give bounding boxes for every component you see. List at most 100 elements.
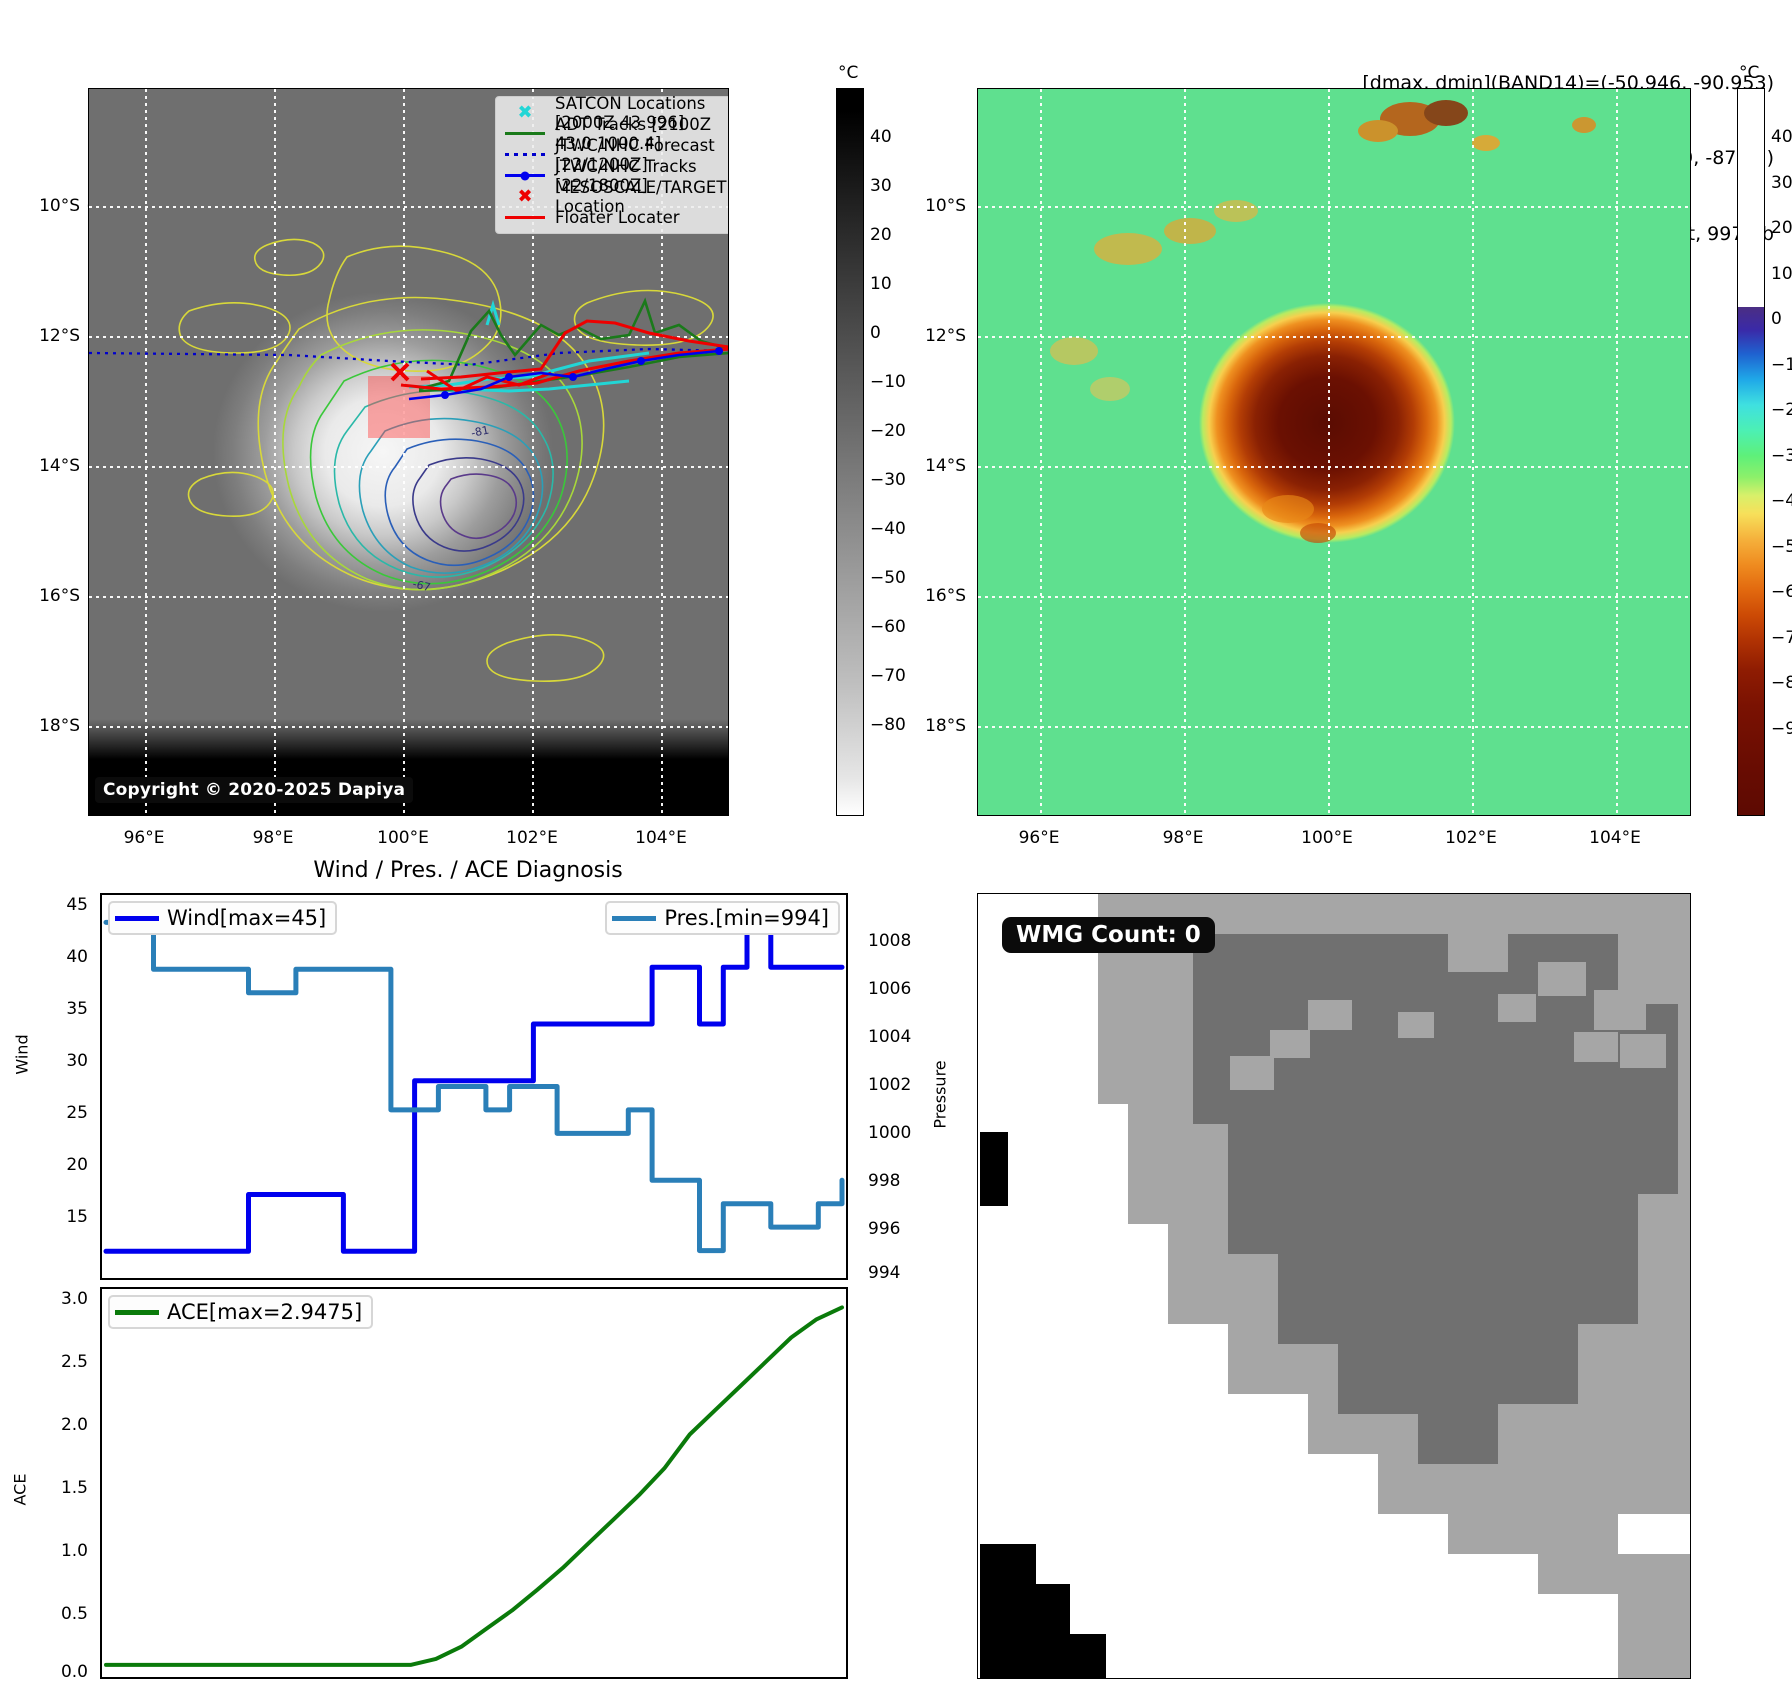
ir-colorbar-tick: −70: [870, 666, 906, 686]
ir-gridline-lat: [89, 726, 728, 728]
wind-y-tick: 15: [66, 1207, 88, 1227]
ace-y-tick: 1.5: [60, 1478, 88, 1498]
awv-colorbar[interactable]: [1737, 88, 1765, 816]
awv-satellite-panel[interactable]: [977, 88, 1691, 816]
legend-item-adt[interactable]: ADT Tracks [2100Z 43.0 1000.4]: [502, 115, 726, 153]
ace-legend-label: ACE[max=2.9475]: [167, 1300, 363, 1324]
ir-colorbar[interactable]: [836, 88, 864, 816]
awv-gridline-lat: [978, 466, 1690, 468]
adt-line-icon: [502, 132, 548, 135]
svg-text:-67: -67: [411, 577, 432, 594]
forecast-dotted-icon: [502, 153, 548, 156]
awv-colorbar-tick: −10: [1771, 355, 1792, 375]
ir-colorbar-tick: 0: [870, 323, 881, 343]
ir-lat-tick: 18°S: [39, 716, 80, 736]
awv-imagery: [978, 89, 1690, 815]
ir-colorbar-tick: −10: [870, 372, 906, 392]
pressure-y-tick: 994: [868, 1263, 901, 1283]
mesoscale-x-icon: ✖: [517, 185, 533, 207]
diagnosis-title: Wind / Pres. / ACE Diagnosis: [313, 858, 623, 883]
ir-colorbar-tick: −50: [870, 568, 906, 588]
ace-chart[interactable]: ACE[max=2.9475]: [100, 1287, 848, 1679]
wind-y-tick: 20: [66, 1155, 88, 1175]
awv-colorbar-tick: −60: [1771, 582, 1792, 602]
awv-lon-tick: 104°E: [1589, 828, 1641, 848]
awv-colorbar-tick: 30: [1771, 173, 1792, 193]
awv-gridline-lat: [978, 596, 1690, 598]
ir-gridline-lon: [661, 89, 663, 815]
ir-gridline-lat: [89, 336, 728, 338]
ir-colorbar-tick: −20: [870, 421, 906, 441]
pressure-y-tick: 1004: [868, 1027, 912, 1047]
legend-label: JTWC/NHC Forecast [22/1200Z]: [555, 135, 715, 174]
ir-colorbar-tick: −40: [870, 519, 906, 539]
tracks-line-dot-icon: [502, 174, 548, 177]
ir-lon-tick: 102°E: [506, 828, 558, 848]
ir-lon-tick: 96°E: [123, 828, 165, 848]
ir-gridline-lon: [403, 89, 405, 815]
awv-colorbar-tick: −50: [1771, 537, 1792, 557]
awv-lat-tick: 14°S: [925, 456, 966, 476]
ir-lat-tick: 16°S: [39, 586, 80, 606]
awv-lon-tick: 102°E: [1445, 828, 1497, 848]
ace-plot: [104, 1305, 844, 1667]
awv-lat-tick: 12°S: [925, 326, 966, 346]
ir-colorbar-tick: 30: [870, 176, 892, 196]
wind-legend[interactable]: Wind[max=45]: [108, 901, 338, 935]
wind-y-tick: 35: [66, 999, 88, 1019]
awv-gridline-lon: [1616, 89, 1618, 815]
wind-pressure-plot: [103, 907, 845, 1254]
ace-y-tick: 0.0: [60, 1662, 88, 1682]
legend-label: MESOSCALE/TARGET Location: [555, 177, 727, 216]
wind-y-tick: 30: [66, 1051, 88, 1071]
ace-legend[interactable]: ACE[max=2.9475]: [108, 1295, 374, 1329]
ir-colorbar-tick: 10: [870, 274, 892, 294]
copyright-badge: Copyright © 2020-2025 Dapiya: [95, 777, 414, 803]
ace-y-tick: 3.0: [60, 1289, 88, 1309]
pressure-y-tick: 1000: [868, 1123, 912, 1143]
awv-colorbar-tick: 20: [1771, 218, 1792, 238]
legend-item-tracks[interactable]: JTWC/NHC Tracks [22/1800Z]: [502, 157, 726, 195]
ir-colorbar-tick: 20: [870, 225, 892, 245]
ir-legend[interactable]: ✖ SATCON Locations [2000Z 43 996] ADT Tr…: [495, 94, 728, 234]
ir-lon-tick: 104°E: [635, 828, 687, 848]
wind-y-tick: 45: [66, 895, 88, 915]
awv-gridline-lat: [978, 206, 1690, 208]
awv-lat-tick: 16°S: [925, 586, 966, 606]
awv-colorbar-tick: 10: [1771, 264, 1792, 284]
ir-lon-tick: 100°E: [377, 828, 429, 848]
awv-gridline-lon: [1472, 89, 1474, 815]
wind-y-tick: 25: [66, 1103, 88, 1123]
legend-item-mesoscale[interactable]: ✖ MESOSCALE/TARGET Location: [502, 178, 726, 216]
pressure-y-tick: 996: [868, 1219, 901, 1239]
ir-lon-tick: 98°E: [252, 828, 294, 848]
legend-label: ADT Tracks [2100Z 43.0 1000.4]: [555, 114, 712, 153]
pressure-legend[interactable]: Pres.[min=994]: [605, 901, 840, 935]
wind-axis-label: Wind: [12, 1034, 32, 1075]
floater-line-icon: [502, 216, 548, 219]
legend-item-floater[interactable]: Floater Locater: [502, 207, 726, 228]
ace-y-tick: 1.0: [60, 1541, 88, 1561]
legend-label: JTWC/NHC Tracks [22/1800Z]: [555, 156, 697, 195]
pressure-legend-label: Pres.[min=994]: [664, 906, 829, 930]
legend-item-satcon[interactable]: ✖ SATCON Locations [2000Z 43 996]: [502, 94, 726, 132]
awv-colorbar-unit: °C: [1739, 63, 1760, 83]
pressure-legend-swatch: [612, 915, 657, 921]
awv-lon-tick: 96°E: [1018, 828, 1060, 848]
wmg-panel[interactable]: WMG Count: 0: [977, 893, 1691, 1679]
ace-y-tick: 0.5: [60, 1604, 88, 1624]
ace-legend-swatch: [115, 1309, 159, 1315]
wind-pressure-chart[interactable]: Wind[max=45] Pres.[min=994]: [100, 893, 848, 1280]
awv-gridline-lon: [1040, 89, 1042, 815]
legend-item-forecast[interactable]: JTWC/NHC Forecast [22/1200Z]: [502, 136, 726, 174]
awv-lat-tick: 10°S: [925, 196, 966, 216]
pressure-axis-label: Pressure: [930, 1060, 950, 1129]
ir-satellite-panel[interactable]: -81 -67: [88, 88, 729, 816]
ir-gridline-lat: [89, 596, 728, 598]
awv-colorbar-tick: −90: [1771, 719, 1792, 739]
ir-colorbar-tick: 40: [870, 127, 892, 147]
awv-colorbar-tick: −80: [1771, 673, 1792, 693]
pressure-y-tick: 1002: [868, 1075, 912, 1095]
awv-colorbar-tick: −70: [1771, 628, 1792, 648]
